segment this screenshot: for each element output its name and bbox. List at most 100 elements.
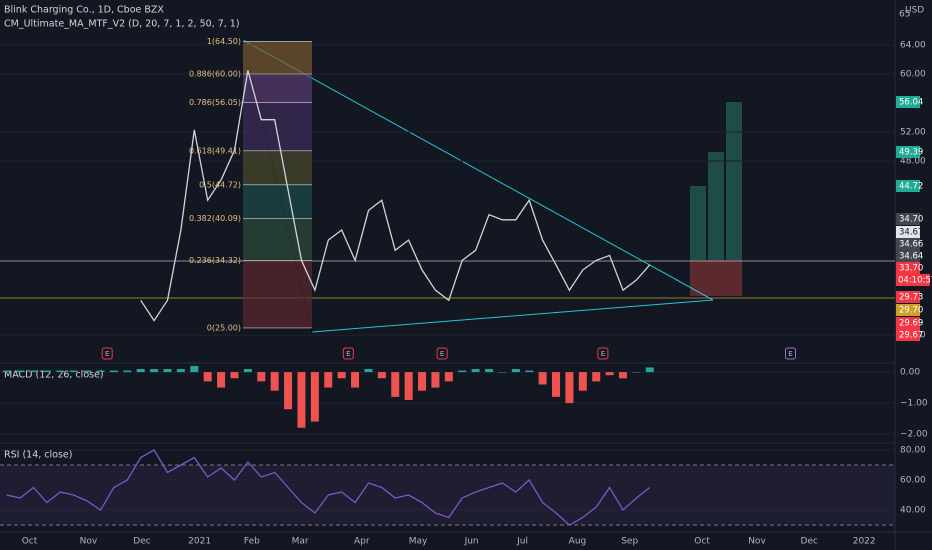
price-tag bbox=[896, 304, 920, 316]
countdown: 04:10:57 bbox=[898, 276, 932, 286]
price-tag bbox=[896, 317, 920, 329]
histogram-bar bbox=[471, 369, 480, 373]
indicator: CM_Ultimate_MA_MTF_V2 (D, 20, 7, 1, 2, 5… bbox=[4, 19, 240, 30]
histogram-bar bbox=[69, 370, 78, 373]
fib-label: 0.236(34.32) bbox=[189, 256, 241, 265]
histogram-bar bbox=[578, 372, 587, 391]
y-tick-label: 60.00 bbox=[900, 69, 926, 79]
price-tag-label: 29.69 bbox=[899, 319, 923, 329]
x-tick-label: Nov bbox=[80, 537, 98, 547]
histogram-bar bbox=[404, 372, 413, 400]
price-tag-label: 29.73 bbox=[899, 293, 923, 303]
price-tag-label: 29.70 bbox=[899, 306, 923, 316]
price-tag-label: 56.04 bbox=[899, 98, 923, 108]
y-tick-label: 80.00 bbox=[900, 445, 926, 455]
histogram-bar bbox=[2, 370, 11, 373]
x-tick-label: 2021 bbox=[188, 537, 211, 547]
fib-zone bbox=[243, 41, 312, 74]
fib-zone bbox=[243, 218, 312, 261]
earnings-box bbox=[597, 347, 609, 360]
histogram-bar bbox=[83, 370, 92, 373]
histogram-bar bbox=[538, 372, 547, 385]
x-tick-label: Dec bbox=[133, 537, 150, 547]
fib-label: 0(25.00) bbox=[207, 323, 241, 332]
y-tick-label: 52.00 bbox=[900, 128, 926, 138]
earnings-label: E bbox=[788, 350, 792, 358]
histogram-bar bbox=[203, 372, 212, 382]
y-tick-label: −2.00 bbox=[900, 429, 928, 439]
histogram-bar bbox=[42, 370, 51, 373]
histogram-bar bbox=[176, 369, 185, 373]
currency: USD bbox=[905, 6, 924, 16]
histogram-bar bbox=[190, 365, 199, 373]
histogram-bar bbox=[150, 369, 159, 373]
histogram-bar bbox=[498, 372, 507, 373]
x-tick-label: Dec bbox=[801, 537, 818, 547]
x-tick-label: Aug bbox=[569, 537, 587, 547]
earnings-box bbox=[436, 347, 448, 360]
fib-label: 0.618(49.41) bbox=[189, 146, 241, 155]
earnings-box bbox=[784, 347, 796, 360]
histogram-bar bbox=[418, 372, 427, 391]
countdown-tag bbox=[896, 274, 930, 286]
histogram-bar bbox=[230, 372, 239, 379]
histogram-bar bbox=[645, 367, 654, 373]
histogram-bar bbox=[56, 370, 65, 373]
projection bbox=[690, 260, 742, 296]
price-tag-label: 34.66 bbox=[899, 240, 923, 250]
rsi-zone bbox=[0, 464, 895, 526]
histogram-bar bbox=[351, 372, 360, 388]
price-tag-label: 33.70 bbox=[899, 264, 923, 274]
x-tick-label: Apr bbox=[354, 537, 370, 547]
fib-label: 0.382(40.09) bbox=[189, 214, 241, 223]
x-tick-label: Oct bbox=[22, 537, 38, 547]
fib-zone bbox=[243, 260, 312, 328]
histogram-bar bbox=[431, 372, 440, 388]
histogram-bar bbox=[337, 372, 346, 379]
series-line bbox=[140, 70, 651, 322]
x-tick-label: May bbox=[409, 537, 428, 547]
histogram-bar bbox=[96, 370, 105, 373]
y-tick-label: 64.00 bbox=[900, 40, 926, 50]
histogram-bar bbox=[297, 372, 306, 428]
price-tag-label: 29.67 bbox=[899, 331, 923, 341]
projection bbox=[726, 102, 742, 296]
earnings-box bbox=[342, 347, 354, 360]
histogram-bar bbox=[16, 370, 25, 373]
price-tag-label: 49.39 bbox=[899, 148, 923, 158]
histogram-bar bbox=[592, 372, 601, 382]
histogram-bar bbox=[391, 372, 400, 397]
histogram-bar bbox=[632, 372, 641, 373]
histogram-bar bbox=[565, 372, 574, 404]
price-tag bbox=[896, 96, 920, 108]
earnings-label: E bbox=[601, 350, 605, 358]
x-tick-label: Jul bbox=[516, 537, 528, 547]
histogram-bar bbox=[284, 372, 293, 410]
price-tag bbox=[896, 180, 920, 192]
histogram-bar bbox=[136, 369, 145, 373]
x-tick-label: Oct bbox=[694, 537, 710, 547]
pane-title: MACD (12, 26, close) bbox=[4, 370, 104, 381]
price-tag-label: 34.67 bbox=[899, 228, 923, 238]
fib-zone bbox=[243, 150, 312, 185]
histogram-bar bbox=[217, 372, 226, 388]
fib-zone bbox=[243, 184, 312, 219]
trend-line bbox=[311, 299, 714, 333]
y-tick-label: 60.00 bbox=[900, 475, 926, 485]
fib-label: 0.5(44.72) bbox=[199, 180, 241, 189]
earnings-label: E bbox=[105, 350, 109, 358]
histogram-bar bbox=[458, 370, 467, 373]
price-tag bbox=[896, 250, 920, 262]
histogram-bar bbox=[243, 369, 252, 373]
price-tag bbox=[896, 262, 920, 274]
fib-zone bbox=[243, 73, 312, 103]
x-tick-label: Jun bbox=[464, 537, 479, 547]
histogram-bar bbox=[511, 369, 520, 373]
x-tick-label: Feb bbox=[244, 537, 260, 547]
price-tag-label: 44.72 bbox=[899, 182, 923, 192]
histogram-bar bbox=[123, 370, 132, 373]
histogram-bar bbox=[377, 372, 386, 379]
y-tick-label: 40.00 bbox=[900, 506, 926, 516]
